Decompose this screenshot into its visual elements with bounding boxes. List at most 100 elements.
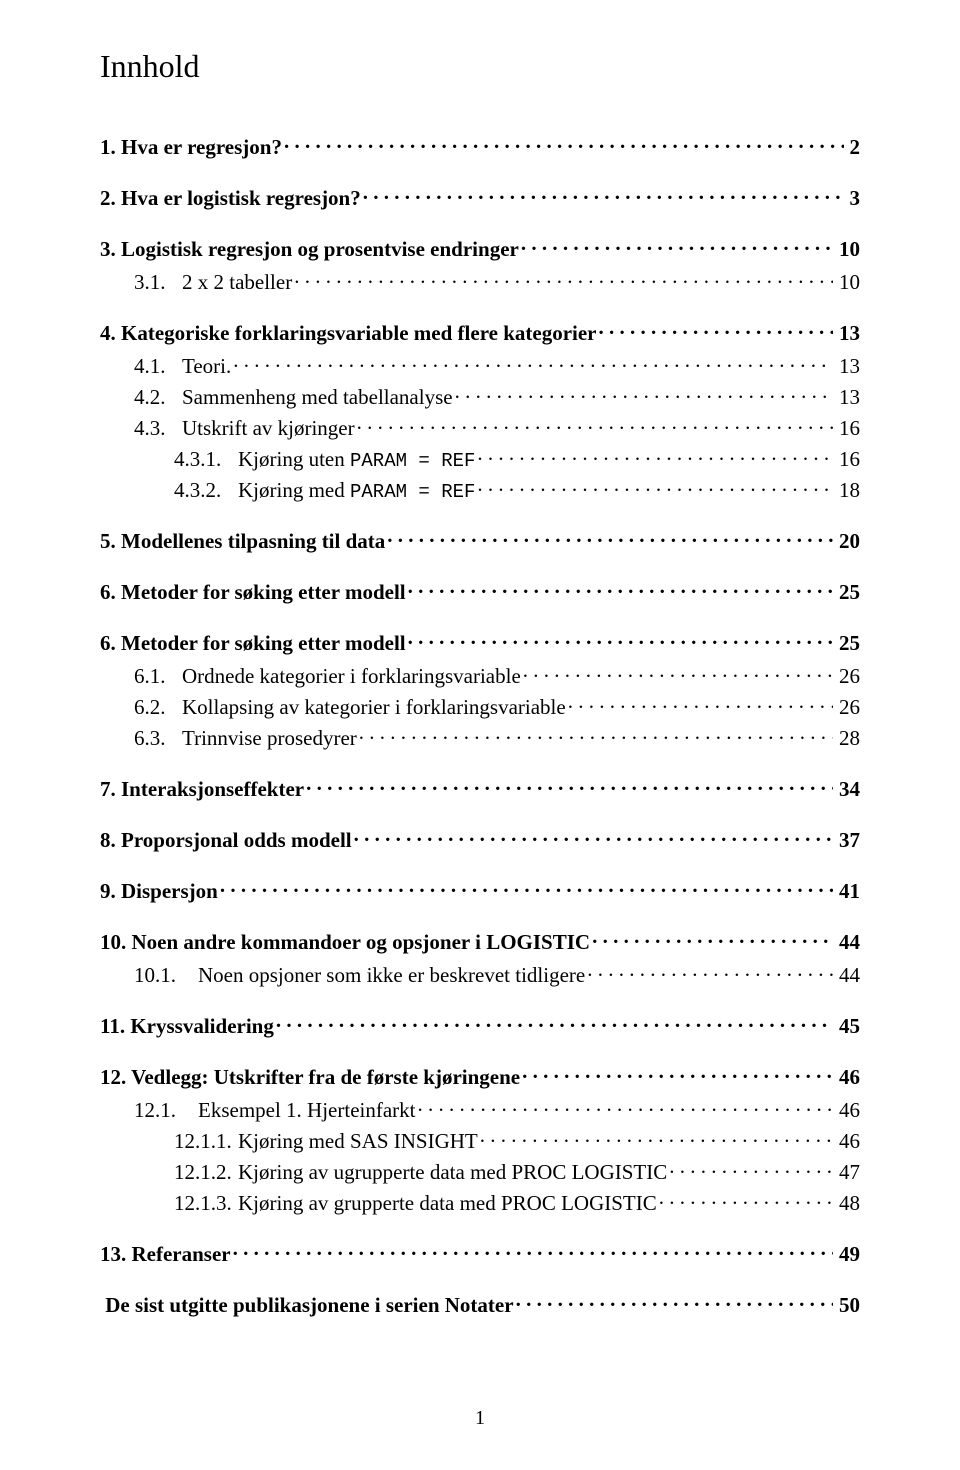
toc-entry: 4.3.Utskrift av kjøringer 16 — [100, 414, 860, 441]
toc-leader-dots — [480, 1127, 833, 1148]
toc-entry-text: Kjøring av grupperte data med PROC LOGIS… — [238, 1191, 657, 1215]
toc-entry-text: Metoder for søking etter modell — [121, 580, 406, 604]
toc-entry-number: 10. — [100, 930, 126, 955]
toc-entry: 1. Hva er regresjon? 2 — [100, 133, 860, 160]
toc-entry-page: 44 — [835, 963, 860, 988]
toc-entry: 4.1.Teori. 13 — [100, 352, 860, 379]
toc-entry-text: Noen opsjoner som ikke er beskrevet tidl… — [198, 963, 585, 987]
toc-entry-number: 12.1. — [134, 1098, 198, 1123]
toc-entry-label: 3.1.2 x 2 tabeller — [134, 270, 292, 295]
toc-entry-label: 11. Kryssvalidering — [100, 1014, 274, 1039]
toc-entry-page: 16 — [835, 416, 860, 441]
toc-leader-dots — [523, 662, 833, 683]
toc-entry-page: 41 — [835, 879, 860, 904]
toc-entry-label: 6.3.Trinnvise prosedyrer — [134, 726, 357, 751]
toc-entry-page: 45 — [835, 1014, 860, 1039]
toc-leader-dots — [516, 1291, 833, 1312]
toc-entry-page: 28 — [835, 726, 860, 751]
toc-entry: 12.1.3.Kjøring av grupperte data med PRO… — [100, 1189, 860, 1216]
toc-entry-label: 4. Kategoriske forklaringsvariable med f… — [100, 321, 597, 346]
toc-entry-label: 12.1.2.Kjøring av ugrupperte data med PR… — [174, 1160, 667, 1185]
toc-entry-text: Kjøring med SAS INSIGHT — [238, 1129, 478, 1153]
toc-entry-page: 13 — [835, 321, 860, 346]
toc-entry-page: 34 — [835, 777, 860, 802]
toc-entry-number: 13. — [100, 1242, 126, 1267]
toc-entry-label: 4.1.Teori. — [134, 354, 231, 379]
toc-leader-dots — [408, 629, 833, 650]
toc-entry: 6.3.Trinnvise prosedyrer 28 — [100, 724, 860, 751]
toc-leader-dots — [477, 476, 833, 497]
toc-entry-number: 2. — [100, 186, 116, 211]
toc-entry-number: 4.1. — [134, 354, 182, 379]
toc-entry-label: 3. Logistisk regresjon og prosentvise en… — [100, 237, 519, 262]
toc-entry: 7. Interaksjonseffekter 34 — [100, 775, 860, 802]
toc-leader-dots — [521, 235, 833, 256]
toc-entry-page: 13 — [835, 354, 860, 379]
toc-entry-page: 3 — [846, 186, 861, 211]
toc-entry-text: Kryssvalidering — [130, 1014, 274, 1038]
table-of-contents: 1. Hva er regresjon? 2 2. Hva er logistis… — [100, 133, 860, 1318]
toc-leader-dots — [455, 383, 833, 404]
toc-entry-label: 10. Noen andre kommandoer og opsjoner i … — [100, 930, 590, 955]
toc-entry-page: 16 — [835, 447, 860, 472]
toc-entry-number: 6. — [100, 631, 116, 656]
toc-leader-dots — [359, 724, 833, 745]
toc-entry: 4.2.Sammenheng med tabellanalyse 13 — [100, 383, 860, 410]
toc-leader-dots — [587, 961, 833, 982]
toc-leader-dots — [418, 1096, 833, 1117]
toc-entry-label: 12.1.Eksempel 1. Hjerteinfarkt — [134, 1098, 416, 1123]
toc-entry-text: Metoder for søking etter modell — [121, 631, 406, 655]
toc-entry-number: 9. — [100, 879, 116, 904]
toc-entry-label: 4.3.Utskrift av kjøringer — [134, 416, 355, 441]
toc-entry-page: 26 — [835, 664, 860, 689]
toc-leader-dots — [357, 414, 833, 435]
toc-entry-label: 12.1.3.Kjøring av grupperte data med PRO… — [174, 1191, 657, 1216]
toc-entry-text: Logistisk regresjon og prosentvise endri… — [121, 237, 519, 261]
toc-leader-dots — [592, 928, 833, 949]
toc-entry-number: 6.3. — [134, 726, 182, 751]
toc-entry-label: 2. Hva er logistisk regresjon? — [100, 186, 361, 211]
toc-entry-page: 44 — [835, 930, 860, 955]
toc-entry-page: 26 — [835, 695, 860, 720]
toc-leader-dots — [568, 693, 833, 714]
toc-entry-mono: PARAM = REF — [350, 481, 475, 503]
toc-entry-label: 12. Vedlegg: Utskrifter fra de første kj… — [100, 1065, 520, 1090]
toc-entry-page: 25 — [835, 580, 860, 605]
toc-entry-text: 2 x 2 tabeller — [182, 270, 292, 294]
toc-leader-dots — [220, 877, 833, 898]
toc-leader-dots — [659, 1189, 833, 1210]
toc-entry-label: 9. Dispersjon — [100, 879, 218, 904]
toc-entry: 3. Logistisk regresjon og prosentvise en… — [100, 235, 860, 262]
toc-entry-text: Noen andre kommandoer og opsjoner i LOGI… — [132, 930, 591, 954]
toc-entry: 12.1.1.Kjøring med SAS INSIGHT 46 — [100, 1127, 860, 1154]
toc-entry: 4. Kategoriske forklaringsvariable med f… — [100, 319, 860, 346]
toc-entry-number: 4.3. — [134, 416, 182, 441]
toc-entry-number: 12.1.2. — [174, 1160, 238, 1185]
toc-leader-dots — [294, 268, 833, 289]
toc-entry-number: 4.3.2. — [174, 478, 238, 503]
toc-entry-text: Modellenes tilpasning til data — [121, 529, 385, 553]
toc-leader-dots — [522, 1063, 833, 1084]
toc-entry-label: 7. Interaksjonseffekter — [100, 777, 304, 802]
toc-entry-page: 37 — [835, 828, 860, 853]
toc-entry-mono: PARAM = REF — [350, 450, 475, 472]
page-title: Innhold — [100, 48, 860, 85]
toc-entry: 9. Dispersjon 41 — [100, 877, 860, 904]
toc-leader-dots — [408, 578, 833, 599]
toc-entry-page: 46 — [835, 1129, 860, 1154]
toc-entry-text: Interaksjonseffekter — [121, 777, 304, 801]
toc-entry-number: 4.2. — [134, 385, 182, 410]
toc-entry-page: 13 — [835, 385, 860, 410]
toc-entry-page: 18 — [835, 478, 860, 503]
toc-entry-text: Trinnvise prosedyrer — [182, 726, 357, 750]
toc-entry-label: 6. Metoder for søking etter modell — [100, 631, 406, 656]
toc-entry-label: 10.1.Noen opsjoner som ikke er beskrevet… — [134, 963, 585, 988]
toc-entry: 3.1.2 x 2 tabeller 10 — [100, 268, 860, 295]
toc-leader-dots — [599, 319, 834, 340]
page-footer-number: 1 — [0, 1407, 960, 1430]
toc-entry-number: 4. — [100, 321, 116, 346]
toc-entry-text: Hva er regresjon? — [121, 135, 282, 159]
toc-entry-number: 12.1.1. — [174, 1129, 238, 1154]
toc-entry: 5. Modellenes tilpasning til data 20 — [100, 527, 860, 554]
toc-entry-text: Vedlegg: Utskrifter fra de første kjørin… — [131, 1065, 520, 1089]
